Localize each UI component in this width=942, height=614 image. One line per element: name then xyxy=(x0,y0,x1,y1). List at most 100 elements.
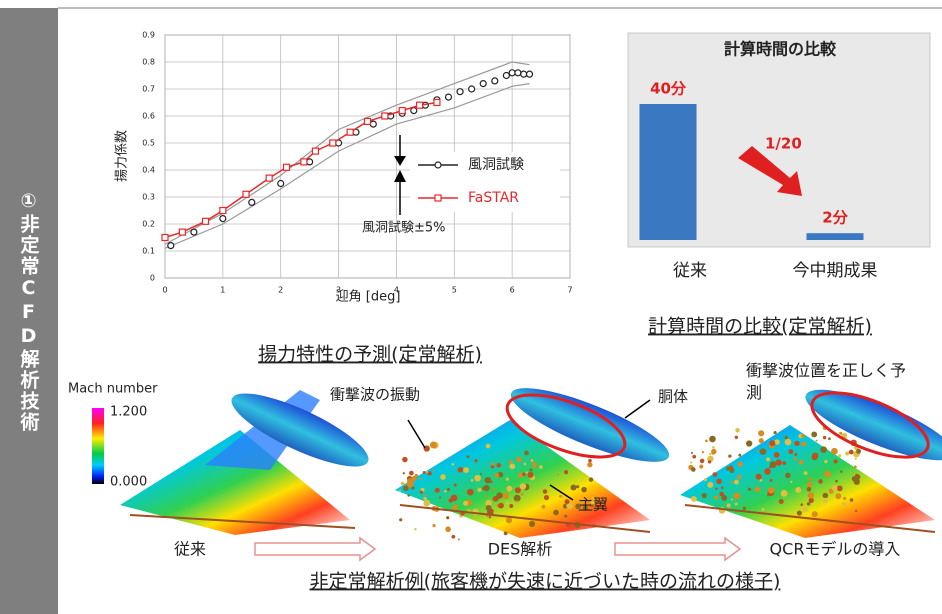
marker xyxy=(248,198,256,206)
vortex xyxy=(835,493,842,500)
value-label: 40分 xyxy=(650,80,687,98)
vortex xyxy=(457,538,460,541)
vortex xyxy=(541,504,546,509)
vortex xyxy=(801,441,807,447)
marker xyxy=(201,217,210,225)
vortex xyxy=(806,487,812,492)
vortex xyxy=(564,470,569,475)
vortex xyxy=(730,480,734,484)
vortex xyxy=(466,455,470,459)
vortex xyxy=(806,481,813,488)
vortex xyxy=(528,520,536,528)
flow-arrow xyxy=(254,536,377,562)
vortex xyxy=(530,459,534,462)
vortex xyxy=(434,487,440,493)
series-line xyxy=(164,101,438,239)
vortex xyxy=(773,451,780,458)
vortex xyxy=(419,477,422,481)
vortex xyxy=(503,531,508,536)
vortex xyxy=(737,461,743,467)
y-tick-label: 0.4 xyxy=(142,166,155,175)
marker xyxy=(300,158,308,166)
vortex xyxy=(831,485,838,491)
vortex xyxy=(778,499,784,504)
vortex xyxy=(699,458,705,464)
vortex xyxy=(588,458,592,463)
marker xyxy=(306,158,314,166)
vortex xyxy=(729,467,735,473)
vortex xyxy=(715,487,718,490)
x-axis-label: 迎角 [deg] xyxy=(336,290,401,305)
vortex xyxy=(811,511,818,518)
vortex xyxy=(719,491,725,497)
vortex xyxy=(570,484,577,491)
vortex xyxy=(853,465,857,469)
vortex xyxy=(707,481,714,488)
vortex xyxy=(496,492,503,499)
vortex xyxy=(780,489,788,497)
vortex xyxy=(734,502,738,506)
vortex xyxy=(838,454,842,458)
vortex xyxy=(485,504,492,511)
marker xyxy=(434,194,442,202)
vortex xyxy=(701,451,705,454)
vortex xyxy=(447,487,451,491)
x-tick-label: 6 xyxy=(510,286,515,295)
vortex xyxy=(484,476,492,484)
y-tick-label: 0.5 xyxy=(142,139,155,148)
vortex xyxy=(831,447,838,455)
marker xyxy=(381,112,389,120)
vortex xyxy=(758,430,765,437)
y-tick-label: 0.1 xyxy=(142,247,155,256)
vortex xyxy=(788,449,794,455)
vortex xyxy=(489,480,493,483)
vortex xyxy=(483,484,490,492)
vortex xyxy=(842,496,847,501)
vortex xyxy=(414,528,417,531)
cfd-image xyxy=(395,388,670,541)
vortex xyxy=(446,516,450,520)
vortex xyxy=(553,509,559,516)
section-label-bar: ①非定常CFD解析技術 xyxy=(0,8,58,614)
vortex xyxy=(801,433,806,438)
marker xyxy=(346,128,354,136)
marker xyxy=(444,93,453,101)
vortex xyxy=(730,498,734,501)
vortex xyxy=(427,471,432,476)
vortex xyxy=(835,479,838,483)
vortex xyxy=(403,485,409,492)
vortex xyxy=(539,465,543,469)
vortex xyxy=(769,478,773,482)
vortex xyxy=(485,443,491,449)
vortex xyxy=(759,479,763,482)
marker xyxy=(311,147,320,155)
vortex xyxy=(712,446,715,449)
legend-label: FaSTAR xyxy=(468,190,519,206)
vortex xyxy=(690,451,694,454)
vortex xyxy=(703,478,708,482)
vortex xyxy=(756,450,759,453)
vortex xyxy=(806,502,811,506)
caption: 揚力特性の予測(定常解析) xyxy=(258,344,482,366)
vortex xyxy=(509,504,514,508)
marker xyxy=(363,117,372,126)
vortex xyxy=(444,489,447,493)
pointer xyxy=(407,419,426,449)
vortex xyxy=(517,472,524,478)
cfd-image xyxy=(680,389,942,538)
marker xyxy=(329,139,337,147)
vortex xyxy=(794,440,800,447)
vortex xyxy=(491,462,495,466)
vortex xyxy=(711,451,715,455)
vortex xyxy=(790,480,793,484)
vortex xyxy=(562,503,568,509)
reduction-arrow xyxy=(738,146,802,196)
vortex xyxy=(854,429,857,433)
vortex xyxy=(463,500,469,506)
vortex xyxy=(513,494,521,502)
vortex xyxy=(423,496,427,501)
vortex xyxy=(445,526,451,533)
vortex xyxy=(815,439,818,442)
vortex xyxy=(542,489,548,494)
